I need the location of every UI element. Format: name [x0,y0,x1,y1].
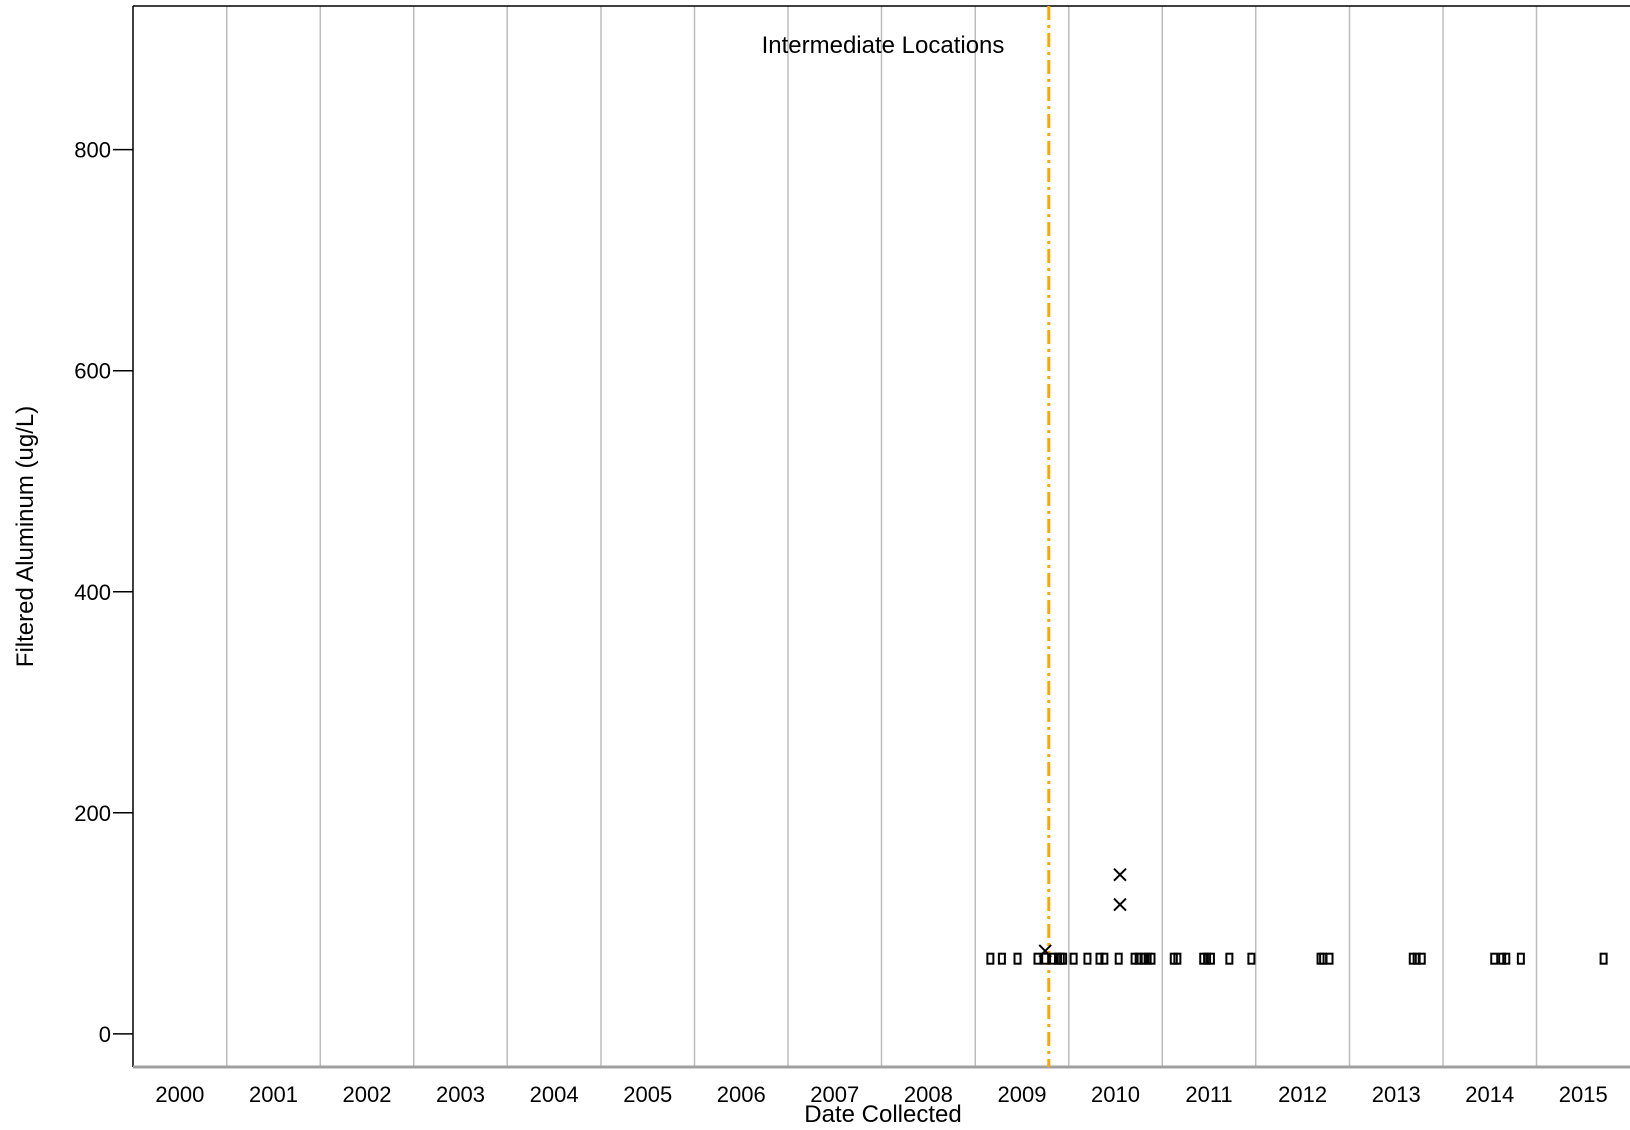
data-point-rect [1498,952,1507,965]
y-tick-label: 200 [74,801,111,826]
data-point-rect [1490,952,1499,965]
x-tick-label: 2003 [436,1082,485,1107]
x-tick-label: 2009 [998,1082,1047,1107]
x-tick-label: 2012 [1278,1082,1327,1107]
data-point-rect [1247,952,1256,965]
x-tick-label: 2000 [155,1082,204,1107]
data-point-rect [1049,952,1058,965]
data-point-rect [1095,952,1104,965]
data-point-x-stroke [1113,867,1127,882]
x-tick-label: 2014 [1465,1082,1514,1107]
data-point-rect [1225,952,1234,965]
x-tick-label: 2007 [810,1082,859,1107]
y-tick-label: 0 [99,1022,111,1047]
x-tick-label: 2002 [343,1082,392,1107]
y-axis-title: Filtered Aluminum (ug/L) [12,406,39,667]
data-point-rect [1173,952,1182,965]
x-tick-label: 2008 [904,1082,953,1107]
x-tick-label: 2013 [1372,1082,1421,1107]
data-point-rect [1069,952,1078,965]
data-point-x [1113,867,1127,882]
y-tick-label: 400 [74,580,111,605]
data-point-rect [1134,952,1143,965]
data-point-rect [1033,952,1042,965]
data-point-rect [1206,952,1215,965]
data-point-rect [1100,952,1109,965]
data-point-rect [1502,952,1511,965]
x-tick-label: 2005 [623,1082,672,1107]
grid [226,6,1538,1067]
x-tick-label: 2010 [1091,1082,1140,1107]
x-tick-label: 2006 [717,1082,766,1107]
data-point-rect [1139,952,1148,965]
data-point-rect [1083,952,1092,965]
chart-title: Intermediate Locations [762,32,1005,59]
data-point-rect [1516,952,1525,965]
data-point-rect [1417,952,1426,965]
data-point-rect [1013,952,1022,965]
x-tick-label: 2001 [249,1082,298,1107]
data-point-x [1113,897,1127,912]
x-axis-title: Date Collected [804,1101,961,1128]
data-point-x-stroke [1038,944,1052,958]
x-tick-label: 2011 [1185,1082,1232,1107]
y-tick-label: 800 [74,138,111,163]
x-tick-label: 2015 [1559,1082,1608,1107]
axes: 2000 2001 2002 2003 2004 2005 2006 2007 2008 2009… [74,5,1630,1107]
x-tick-label: 2004 [530,1082,579,1107]
data-point-rect [1114,952,1123,965]
data-point-x [1038,944,1052,958]
data-point-rect [986,952,995,965]
data-points [986,867,1608,965]
y-tick-label: 600 [74,359,111,384]
data-point-rect [1130,952,1139,965]
data-point-x-stroke [1113,897,1127,912]
data-point-rect [1041,952,1050,965]
data-point-rect [1059,952,1068,965]
data-point-rect [1147,952,1156,965]
data-point-rect [997,952,1006,965]
data-point-rect [1325,952,1334,965]
data-point-rect [1599,952,1608,965]
